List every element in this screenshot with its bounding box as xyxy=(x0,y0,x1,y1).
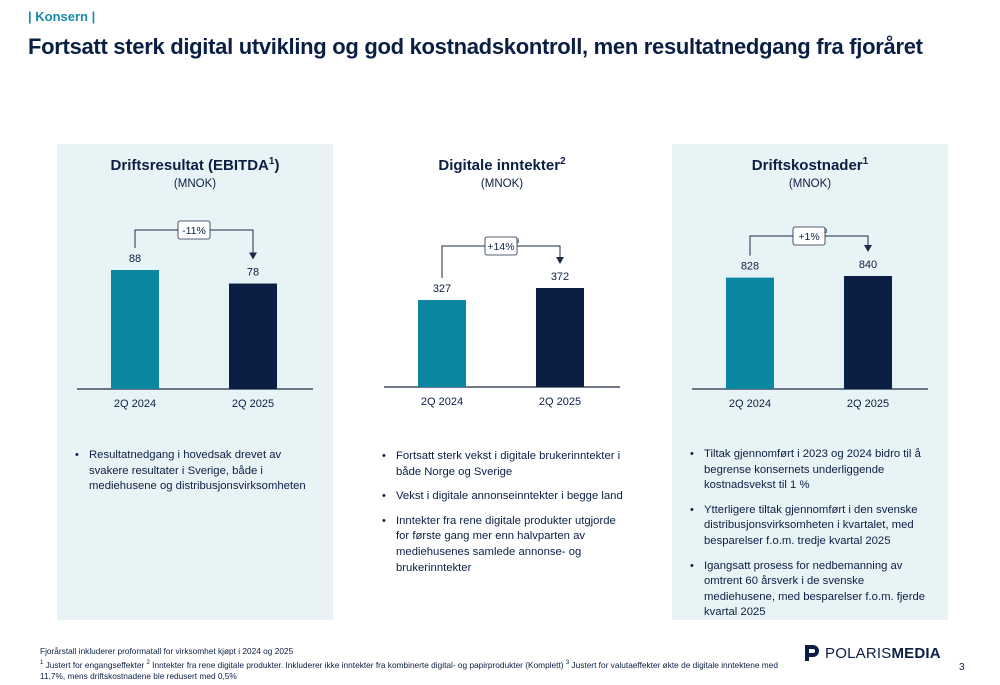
panel-title: Digitale inntekter2 xyxy=(438,156,566,174)
data-label: 327 xyxy=(433,283,451,295)
chart-digital-revenue: 327 2Q 2024 372 2Q 2025 +14% 3 xyxy=(384,236,620,408)
chart-ebitda: 88 2Q 2024 78 2Q 2025 -11% xyxy=(77,220,313,410)
data-label: 372 xyxy=(551,271,569,283)
arrow-head-icon xyxy=(249,252,257,260)
arrow-head-icon xyxy=(864,245,872,252)
bullet-list: Fortsatt sterk vekst i digitale brukerin… xyxy=(382,449,630,585)
change-footnote: 3 xyxy=(824,229,828,235)
change-box xyxy=(177,220,211,240)
x-tick-label: 2Q 2025 xyxy=(847,398,889,410)
section-tag: | Konsern | xyxy=(28,9,96,24)
bullet-item: Fortsatt sterk vekst i digitale brukerin… xyxy=(382,449,630,480)
bullet-list: Resultatnedgang i hovedsak drevet av sva… xyxy=(75,448,323,504)
change-label: +14% xyxy=(487,241,514,253)
x-tick-label: 2Q 2025 xyxy=(539,396,581,408)
logo-text: POLARISMEDIA xyxy=(825,644,941,662)
panel-digital-revenue: Digitale inntekter2 (MNOK) 327 2Q 2024 372… xyxy=(364,144,640,620)
bullet-item: Vekst i digitale annonseinntekter i begg… xyxy=(382,489,630,505)
bar xyxy=(726,277,774,389)
x-tick-label: 2Q 2024 xyxy=(729,398,771,410)
x-tick-label: 2Q 2024 xyxy=(421,396,463,408)
change-box xyxy=(484,236,518,256)
panel-unit: (MNOK) xyxy=(788,178,832,190)
data-label: 88 xyxy=(129,253,141,265)
bullet-item: Ytterligere tiltak gjennomført i den sve… xyxy=(690,503,938,550)
bar xyxy=(111,270,159,389)
data-label: 840 xyxy=(859,259,877,271)
polaris-media-logo: POLARISMEDIA xyxy=(803,644,941,662)
arrow-head-icon xyxy=(556,257,564,264)
logo-mark-icon xyxy=(805,645,819,661)
change-box xyxy=(792,226,826,246)
bullet-list: Tiltak gjennomført i 2023 og 2024 bidro … xyxy=(690,447,938,630)
panel-title: Driftskostnader1 xyxy=(751,156,869,174)
data-label: 78 xyxy=(247,267,259,279)
panel-operating-costs: Driftskostnader1 (MNOK) 828 2Q 2024 840 2Q … xyxy=(672,144,948,620)
footnotes: Fjorårstall inkluderer proformatall for … xyxy=(40,646,780,682)
bar xyxy=(229,283,277,389)
bullet-item: Igangsatt prosess for nedbemanning av om… xyxy=(690,559,938,621)
footnote-line: 1 Justert for engangseffekter 2 Inntekte… xyxy=(40,659,778,681)
panel-ebitda: Driftsresultat (EBITDA1) (MNOK) 88 2Q 202… xyxy=(57,144,333,620)
footnote-line: Fjorårstall inkluderer proformatall for … xyxy=(40,646,294,656)
bar xyxy=(536,288,584,387)
x-tick-label: 2Q 2025 xyxy=(232,398,274,410)
page-number: 3 xyxy=(959,662,965,673)
x-tick-label: 2Q 2024 xyxy=(114,398,156,410)
slide-title: Fortsatt sterk digital utvikling og god … xyxy=(28,34,923,59)
change-label: -11% xyxy=(182,225,206,237)
panel-title: Driftsresultat (EBITDA1) xyxy=(110,156,280,174)
bar xyxy=(418,299,466,387)
bar xyxy=(844,276,892,389)
panel-unit: (MNOK) xyxy=(480,178,524,190)
bullet-item: Resultatnedgang i hovedsak drevet av sva… xyxy=(75,448,323,495)
change-label: +1% xyxy=(798,231,819,243)
panel-unit: (MNOK) xyxy=(173,178,217,190)
bullet-item: Inntekter fra rene digitale produkter ut… xyxy=(382,514,630,576)
change-footnote: 3 xyxy=(516,239,520,245)
data-label: 828 xyxy=(741,261,759,273)
bullet-item: Tiltak gjennomført i 2023 og 2024 bidro … xyxy=(690,447,938,494)
chart-operating-costs: 828 2Q 2024 840 2Q 2025 +1% 3 xyxy=(692,226,928,410)
